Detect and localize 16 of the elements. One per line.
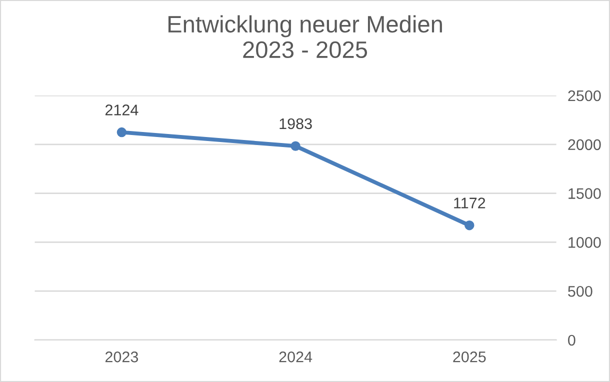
data-label: 1983 (280, 118, 312, 130)
y-tick-label: 500 (568, 286, 592, 297)
point (464, 220, 474, 230)
y-tick-label: 1000 (568, 237, 601, 248)
y-tick-label: 2500 (568, 90, 601, 102)
data-label: 1172 (454, 198, 486, 208)
y-tick-label: 1500 (568, 188, 601, 199)
y-tick-label: 0 (568, 334, 576, 346)
chart-title: Entwicklung neuer Medien 2023 - 2025 (168, 15, 442, 58)
point (290, 141, 300, 151)
x-tick-label: 2024 (279, 351, 312, 362)
x-tick-label: 2025 (453, 351, 486, 362)
x-tick-label: 2023 (105, 351, 138, 362)
y-tick-label: 2000 (568, 139, 601, 150)
point (116, 127, 127, 138)
data-label: 2124 (105, 104, 138, 116)
